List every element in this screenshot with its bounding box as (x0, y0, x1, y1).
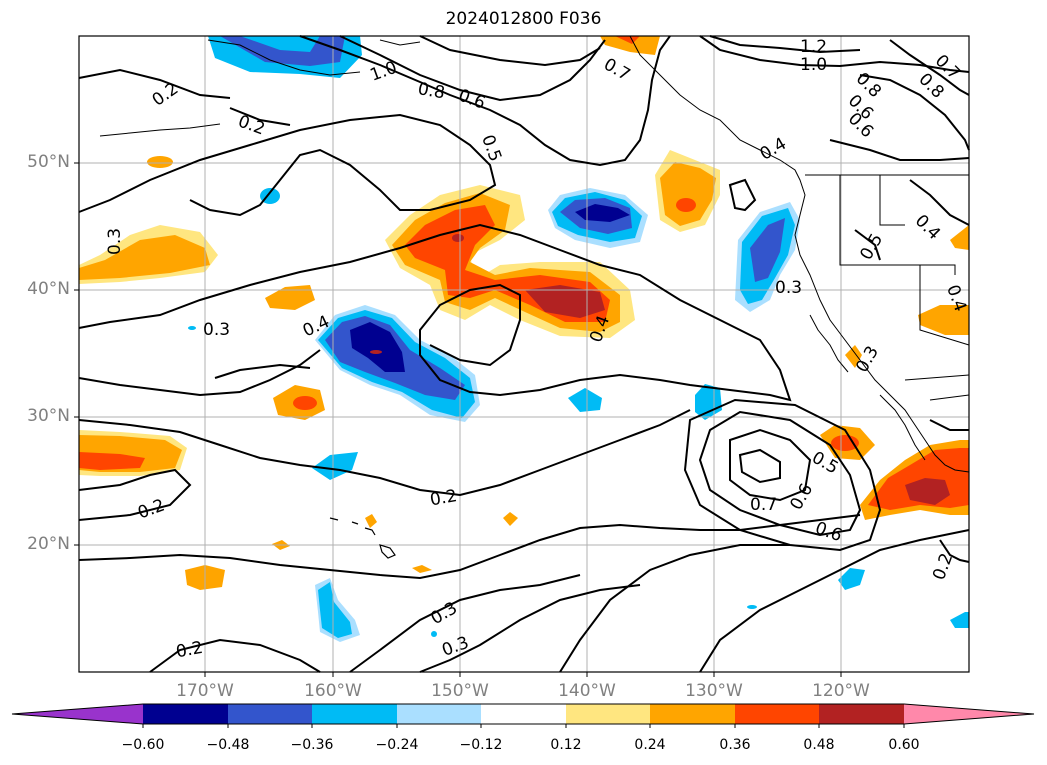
colorbar-tick-label: 0.36 (719, 737, 751, 753)
lon-label-130w: 130°W (685, 681, 743, 701)
colorbar-tick-label: 0.60 (888, 737, 920, 753)
colorbar-under (12, 704, 143, 724)
map-title: 2024012800 F036 (445, 9, 602, 29)
colorbar-tick-label: −0.48 (206, 737, 250, 753)
colorbar-tick-label: 0.48 (803, 737, 835, 753)
lon-label-140w: 140°W (558, 681, 616, 701)
contour-label: 1.2 (800, 37, 827, 57)
hawaii-islands (329, 517, 396, 559)
colorbar-tick-label: −0.36 (290, 737, 334, 753)
map-frame-bg (79, 36, 969, 672)
contour-label: 0.2 (428, 486, 458, 510)
colorbar-over (904, 704, 1034, 724)
lat-label-20n: 20°N (27, 534, 70, 554)
anomaly-fills (79, 36, 969, 642)
contour-label: 1.0 (800, 55, 827, 75)
lat-label-40n: 40°N (27, 279, 70, 299)
colorbar-tick-label: 0.12 (550, 737, 582, 753)
map-frame (78, 35, 970, 673)
contour-label: 0.2 (174, 638, 204, 662)
colorbar-tick-label: 0.24 (634, 737, 666, 753)
contour-label: 0.3 (105, 228, 125, 255)
colorbar-tick-label: −0.60 (121, 737, 165, 753)
contours (78, 35, 970, 673)
contour-label: 0.7 (750, 495, 777, 515)
colorbar-tick-label: −0.12 (459, 737, 503, 753)
lon-label-170w: 170°W (176, 681, 234, 701)
contour-label: 0.3 (203, 320, 230, 340)
lat-label-50n: 50°N (27, 152, 70, 172)
lon-label-120w: 120°W (812, 681, 870, 701)
lon-label-160w: 160°W (304, 681, 362, 701)
coastlines (99, 35, 970, 473)
colorbar (11, 703, 1035, 728)
tick-marks (74, 162, 842, 677)
colorbar-tick-label: −0.24 (375, 737, 419, 753)
lat-label-30n: 30°N (27, 406, 70, 426)
lon-label-150w: 150°W (431, 681, 489, 701)
contour-label: 0.8 (416, 79, 446, 103)
contour-label: 0.3 (775, 278, 802, 298)
